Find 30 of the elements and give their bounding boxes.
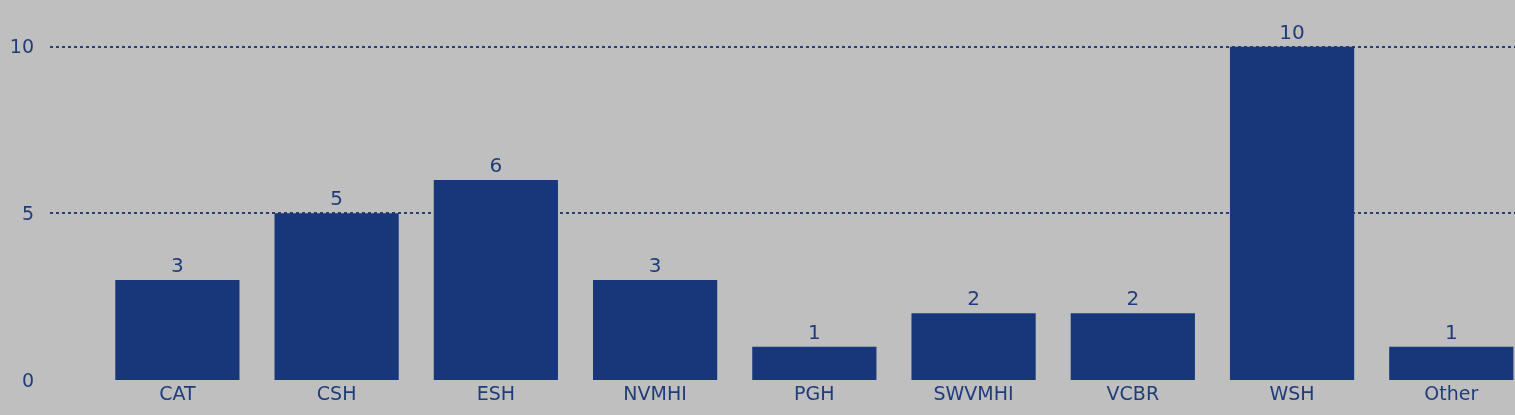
x-tick-label: VCBR: [1106, 382, 1160, 404]
x-tick-label: SWVMHI: [933, 382, 1014, 404]
bar: [752, 346, 877, 380]
bar: [911, 313, 1036, 380]
bar: [115, 280, 240, 380]
bar: [433, 180, 558, 380]
data-label: 1: [1444, 319, 1458, 344]
y-tick-label: 0: [21, 368, 34, 391]
bar: [1229, 46, 1355, 380]
x-tick-label: WSH: [1269, 382, 1315, 404]
bar: [593, 280, 718, 380]
x-tick-label: CAT: [159, 382, 196, 404]
data-label: 2: [967, 286, 980, 311]
x-tick-label: NVMHI: [623, 382, 687, 404]
bar: [1389, 346, 1514, 380]
y-tick-label: 10: [9, 35, 34, 58]
x-tick-label: Other: [1424, 382, 1479, 404]
bar: [274, 213, 399, 380]
data-label: 2: [1126, 286, 1140, 311]
data-label: 3: [171, 253, 184, 277]
y-tick-label: 5: [21, 201, 34, 224]
data-label: 6: [489, 153, 503, 177]
x-tick-label: ESH: [476, 382, 516, 404]
x-tick-label: PGH: [794, 382, 835, 404]
data-label: 3: [648, 253, 662, 277]
data-label: 1: [807, 319, 821, 344]
bar: [1070, 313, 1195, 380]
x-tick-label: CSH: [316, 382, 357, 404]
data-label: 5: [330, 186, 343, 211]
data-label: 10: [1279, 19, 1305, 44]
